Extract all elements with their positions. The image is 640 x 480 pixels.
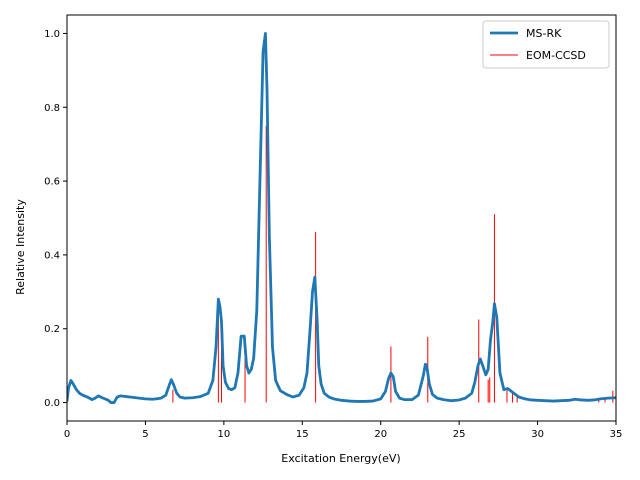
x-tick-label: 20 bbox=[374, 429, 387, 440]
legend: MS-RK EOM-CCSD bbox=[482, 20, 610, 69]
axes-frame bbox=[66, 14, 617, 422]
y-tick-label: 0.6 bbox=[44, 177, 60, 188]
y-tick-label: 1.0 bbox=[44, 29, 60, 40]
x-axis-label: Excitation Energy(eV) bbox=[281, 452, 400, 465]
axes: 0 5 10 15 20 25 30 35 0.0 0.2 0.4 0.6 0.8 1.0 bbox=[44, 14, 623, 440]
y-tick-label: 0.8 bbox=[44, 103, 60, 114]
x-tick-label: 15 bbox=[296, 429, 309, 440]
y-axis-label: Relative Intensity bbox=[14, 199, 27, 295]
legend-label-eom-ccsd: EOM-CCSD bbox=[526, 49, 586, 62]
x-tick-label: 25 bbox=[453, 429, 466, 440]
ms-rk-line bbox=[67, 32, 616, 404]
y-tick-label: 0.4 bbox=[44, 250, 60, 261]
x-tick-label: 0 bbox=[64, 429, 70, 440]
y-tick-label: 0.0 bbox=[44, 398, 60, 409]
y-tick-label: 0.2 bbox=[44, 324, 60, 335]
x-tick-label: 35 bbox=[610, 429, 623, 440]
x-tick-label: 5 bbox=[142, 429, 148, 440]
legend-label-ms-rk: MS-RK bbox=[526, 27, 562, 40]
plot-area bbox=[67, 32, 616, 404]
x-tick-label: 10 bbox=[217, 429, 230, 440]
x-tick-label: 30 bbox=[531, 429, 544, 440]
